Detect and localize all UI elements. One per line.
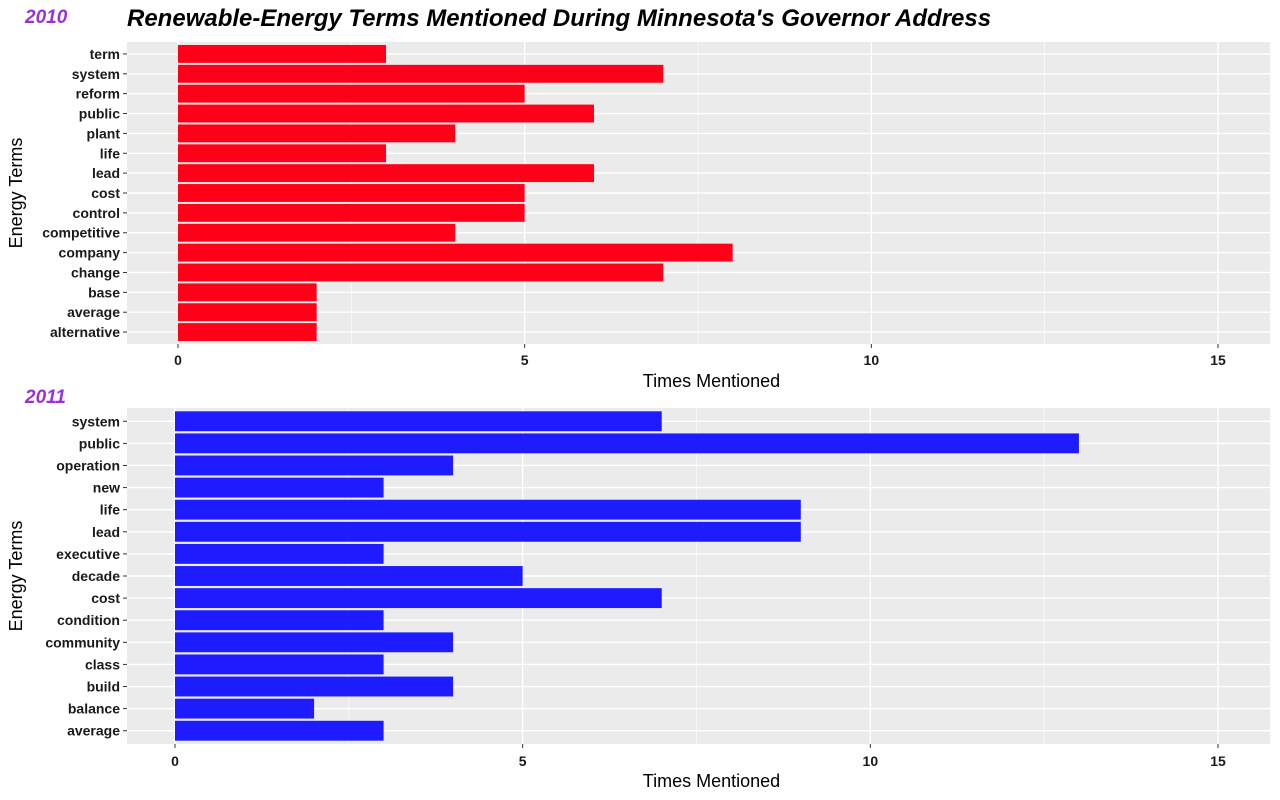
- y-tick-label: control: [73, 205, 120, 221]
- bar-public: [175, 433, 1079, 454]
- y-axis-title: Energy Terms: [6, 138, 26, 249]
- x-tick-label: 10: [863, 753, 879, 769]
- bar-lead: [175, 521, 801, 542]
- bar-base: [178, 283, 317, 302]
- x-tick-label: 5: [519, 753, 527, 769]
- y-tick-label: term: [90, 46, 120, 62]
- y-tick-label: operation: [56, 457, 120, 473]
- bar-community: [175, 632, 454, 653]
- y-tick-label: cost: [91, 185, 120, 201]
- bar-average: [175, 720, 384, 741]
- bar-lead: [178, 164, 594, 183]
- x-axis-title: Times Mentioned: [643, 371, 780, 391]
- y-tick-label: lead: [92, 524, 120, 540]
- bar-public: [178, 104, 594, 123]
- bar-cost: [175, 588, 662, 609]
- x-axis-title: Times Mentioned: [643, 771, 780, 791]
- bar-cost: [178, 184, 525, 202]
- y-tick-label: lead: [92, 165, 120, 181]
- x-tick-label: 15: [1210, 352, 1226, 368]
- panel-year-label: 2011: [24, 387, 66, 408]
- bar-decade: [175, 566, 523, 586]
- y-tick-label: life: [100, 145, 120, 161]
- y-tick-label: reform: [76, 86, 120, 102]
- bar-class: [175, 654, 384, 675]
- panel-2010: term system reform public plant life lead cost c…: [6, 7, 1270, 391]
- y-tick-label: new: [93, 480, 120, 496]
- y-tick-label: base: [88, 284, 120, 300]
- bar-plant: [178, 124, 456, 143]
- y-tick-label: decade: [72, 568, 120, 584]
- bar-reform: [178, 84, 525, 103]
- y-tick-label: community: [45, 634, 120, 650]
- y-tick-label: system: [72, 66, 120, 82]
- y-tick-label: change: [71, 264, 120, 280]
- y-tick-label: average: [67, 304, 120, 320]
- bar-build: [175, 676, 454, 697]
- y-tick-label: competitive: [42, 225, 120, 241]
- bar-system: [178, 64, 664, 83]
- bar-executive: [175, 543, 384, 564]
- y-tick-label: average: [67, 723, 120, 739]
- bar-system: [175, 411, 662, 432]
- bar-life: [178, 144, 386, 163]
- y-tick-label: class: [85, 656, 120, 672]
- main-title: Renewable-Energy Terms Mentioned During …: [127, 5, 991, 32]
- bar-condition: [175, 610, 384, 631]
- bar-balance: [175, 698, 315, 719]
- x-tick-label: 15: [1210, 753, 1226, 769]
- y-tick-label: company: [59, 245, 121, 261]
- bar-operation: [175, 455, 454, 476]
- bar-new: [175, 477, 384, 498]
- y-tick-label: balance: [68, 701, 120, 717]
- x-tick-label: 10: [864, 352, 880, 368]
- x-tick-label: 0: [174, 352, 182, 368]
- y-tick-label: build: [87, 679, 120, 695]
- bar-life: [175, 499, 801, 520]
- bar-change: [178, 263, 664, 282]
- y-tick-label: condition: [57, 612, 120, 628]
- panel-year-label: 2010: [24, 7, 68, 28]
- bar-average: [178, 303, 317, 322]
- x-tick-label: 0: [171, 753, 179, 769]
- y-tick-label: executive: [56, 546, 120, 562]
- panel-2011: system public operation new life lead executiv…: [6, 387, 1270, 791]
- y-axis-title: Energy Terms: [6, 521, 26, 632]
- y-tick-label: cost: [91, 590, 120, 606]
- bar-term: [178, 44, 386, 63]
- bar-alternative: [178, 323, 317, 342]
- y-tick-label: public: [79, 106, 120, 122]
- bar-competitive: [178, 223, 456, 242]
- y-tick-label: plant: [87, 125, 121, 141]
- x-tick-label: 5: [521, 352, 529, 368]
- y-tick-label: life: [100, 502, 120, 518]
- bar-control: [178, 203, 525, 222]
- y-tick-label: system: [72, 413, 120, 429]
- bar-company: [178, 243, 733, 262]
- y-tick-label: alternative: [50, 324, 120, 340]
- y-tick-label: public: [79, 435, 120, 451]
